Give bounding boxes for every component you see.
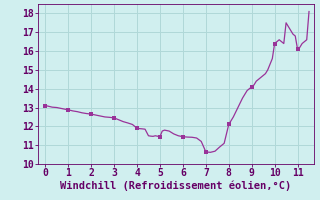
X-axis label: Windchill (Refroidissement éolien,°C): Windchill (Refroidissement éolien,°C) (60, 181, 292, 191)
